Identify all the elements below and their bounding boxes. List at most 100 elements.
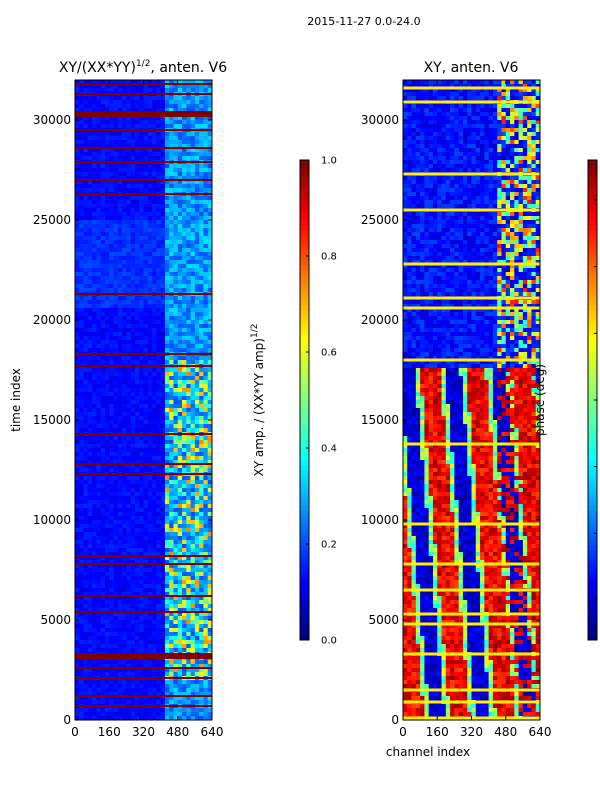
left-heatmap-cell bbox=[122, 636, 127, 641]
left-heatmap-cell bbox=[156, 496, 161, 501]
left-heatmap-cell bbox=[122, 408, 127, 413]
left-heatmap-cell bbox=[169, 296, 174, 301]
left-heatmap-cell bbox=[109, 332, 114, 337]
left-heatmap-cell bbox=[207, 184, 213, 189]
left-heatmap-cell bbox=[75, 240, 80, 245]
left-heatmap-cell bbox=[186, 252, 191, 257]
left-heatmap-cell bbox=[207, 260, 213, 265]
left-heatmap-cell bbox=[143, 644, 149, 649]
left-heatmap-cell bbox=[79, 528, 84, 533]
left-heatmap-cell bbox=[113, 80, 119, 85]
left-heatmap-cell bbox=[113, 556, 119, 561]
left-heatmap-cell bbox=[109, 228, 114, 233]
left-heatmap-cell bbox=[139, 616, 144, 621]
left-heatmap-cell bbox=[186, 228, 191, 233]
left-heatmap-cell bbox=[177, 248, 183, 253]
left-heatmap-cell bbox=[117, 492, 123, 497]
left-heatmap-cell bbox=[100, 424, 106, 429]
left-heatmap-cell bbox=[207, 696, 213, 701]
left-heatmap-cell bbox=[92, 164, 97, 169]
left-heatmap-cell bbox=[199, 312, 204, 317]
left-heatmap-cell bbox=[143, 580, 149, 585]
left-heatmap-cell bbox=[169, 488, 174, 493]
left-heatmap-cell bbox=[156, 668, 161, 673]
left-heatmap-cell bbox=[169, 596, 174, 601]
left-heatmap-cell bbox=[104, 164, 110, 169]
left-heatmap-cell bbox=[186, 336, 191, 341]
left-heatmap-cell bbox=[152, 592, 157, 597]
left-heatmap-cell bbox=[83, 276, 89, 281]
left-heatmap-cell bbox=[182, 212, 187, 217]
left-heatmap-cell bbox=[190, 492, 196, 497]
left-heatmap-cell bbox=[139, 484, 144, 489]
left-heatmap-cell bbox=[173, 296, 179, 301]
left-heatmap-cell bbox=[152, 396, 157, 401]
left-heatmap-cell bbox=[164, 560, 170, 565]
left-heatmap-cell bbox=[134, 572, 140, 577]
left-heatmap-cell bbox=[113, 148, 119, 153]
left-heatmap-cell bbox=[113, 240, 119, 245]
left-heatmap-cell bbox=[75, 420, 80, 425]
left-heatmap-cell bbox=[75, 548, 80, 553]
left-heatmap-cell bbox=[117, 376, 123, 381]
left-heatmap-cell bbox=[190, 700, 196, 705]
left-heatmap-cell bbox=[143, 476, 149, 481]
left-heatmap-cell bbox=[194, 408, 200, 413]
left-heatmap-cell bbox=[126, 216, 132, 221]
left-heatmap-cell bbox=[100, 304, 106, 309]
left-heatmap-cell bbox=[117, 140, 123, 145]
left-heatmap-cell bbox=[87, 456, 93, 461]
left-heatmap-cell bbox=[169, 412, 174, 417]
left-heatmap-cell bbox=[186, 564, 191, 569]
left-heatmap-cell bbox=[130, 428, 136, 433]
left-heatmap-cell bbox=[113, 348, 119, 353]
left-heatmap-cell bbox=[122, 540, 127, 545]
left-heatmap-cell bbox=[152, 280, 157, 285]
left-heatmap-cell bbox=[134, 372, 140, 377]
left-heatmap-cell bbox=[160, 692, 166, 697]
left-heatmap-cell bbox=[113, 504, 119, 509]
left-heatmap-cell bbox=[147, 340, 153, 345]
left-heatmap-cell bbox=[156, 604, 161, 609]
left-heatmap-cell bbox=[203, 140, 209, 145]
left-heatmap-cell bbox=[75, 468, 80, 473]
left-heatmap-cell bbox=[190, 276, 196, 281]
left-heatmap-cell bbox=[169, 180, 174, 185]
left-heatmap-cell bbox=[186, 312, 191, 317]
left-heatmap-cell bbox=[207, 212, 213, 217]
left-heatmap-cell bbox=[117, 508, 123, 513]
left-heatmap-cell bbox=[194, 580, 200, 585]
left-heatmap-cell bbox=[147, 136, 153, 141]
left-heatmap-cell bbox=[87, 184, 93, 189]
left-heatmap-cell bbox=[134, 80, 140, 85]
left-heatmap-cell bbox=[147, 532, 153, 537]
left-heatmap-cell bbox=[186, 552, 191, 557]
left-heatmap-cell bbox=[160, 600, 166, 605]
left-heatmap-cell bbox=[156, 156, 161, 161]
left-heatmap-cell bbox=[169, 544, 174, 549]
left-heatmap-cell bbox=[169, 424, 174, 429]
left-heatmap-cell bbox=[164, 272, 170, 277]
left-heatmap-cell bbox=[83, 88, 89, 93]
left-heatmap-cell bbox=[126, 268, 132, 273]
left-heatmap-cell bbox=[152, 348, 157, 353]
left-heatmap-cell bbox=[122, 488, 127, 493]
left-heatmap-cell bbox=[117, 448, 123, 453]
left-heatmap-cell bbox=[126, 256, 132, 261]
left-heatmap-cell bbox=[113, 572, 119, 577]
left-heatmap-cell bbox=[96, 684, 102, 689]
left-heatmap-cell bbox=[177, 540, 183, 545]
left-heatmap-cell bbox=[164, 456, 170, 461]
left-heatmap-cell bbox=[100, 384, 106, 389]
left-heatmap-cell bbox=[186, 184, 191, 189]
left-heatmap-cell bbox=[122, 348, 127, 353]
left-heatmap-cell bbox=[92, 376, 97, 381]
left-heatmap-cell bbox=[87, 588, 93, 593]
left-heatmap-cell bbox=[156, 152, 161, 157]
left-heatmap-cell bbox=[177, 592, 183, 597]
left-heatmap-cell bbox=[100, 436, 106, 441]
left-heatmap-cell bbox=[182, 488, 187, 493]
left-heatmap-cell bbox=[199, 140, 204, 145]
left-heatmap-cell bbox=[104, 200, 110, 205]
left-heatmap-cell bbox=[83, 460, 89, 465]
